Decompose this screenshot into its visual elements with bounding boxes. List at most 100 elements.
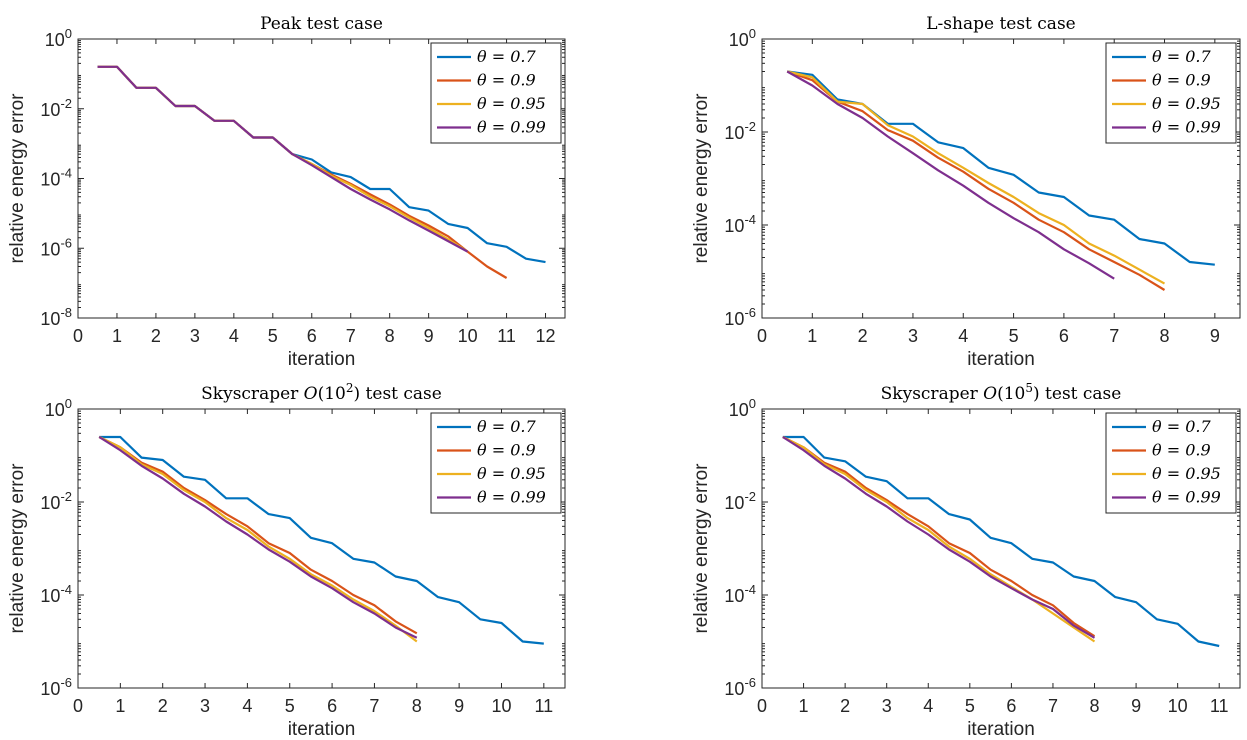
series-line-2 [782,436,1096,638]
series-line-4 [97,65,469,253]
y-tick-label: 10-2 [724,489,756,513]
legend: θ = 0.7 θ = 0.9 θ = 0.95 θ = 0.99 [430,412,562,514]
x-tick-label: 2 [151,326,161,346]
x-tick-label: 9 [1210,326,1220,346]
x-tick-label: 1 [115,696,125,716]
x-tick-label: 5 [285,696,295,716]
series-line-3 [98,436,418,643]
x-tick-label: 7 [1109,326,1119,346]
legend-label: θ = 0.99 [1152,118,1221,137]
y-axis-label: relative energy error [7,463,28,634]
x-axis-label: iteration [288,349,356,370]
y-tick-label: 10-4 [40,166,72,190]
x-tick-label: 12 [536,326,556,346]
series-line-2 [786,70,1166,291]
x-tick-label: 3 [882,696,892,716]
legend-box [430,42,562,144]
legend-label: θ = 0.7 [477,47,536,66]
legend-label: θ = 0.95 [477,464,546,483]
y-tick-label: 10-6 [724,675,756,699]
x-tick-label: 9 [1131,696,1141,716]
x-tick-label: 0 [757,696,767,716]
legend: θ = 0.7 θ = 0.9 θ = 0.95 θ = 0.99 [430,42,562,144]
y-tick-label: 10-4 [724,582,756,606]
x-tick-label: 3 [908,326,918,346]
x-tick-label: 1 [807,326,817,346]
x-tick-label: 4 [923,696,933,716]
x-tick-label: 6 [1059,326,1069,346]
series-line-4 [786,70,1115,280]
legend-label: θ = 0.95 [1152,94,1221,113]
x-tick-label: 2 [840,696,850,716]
legend-label: θ = 0.95 [1152,464,1221,483]
y-tick-label: 100 [45,396,72,420]
series-line-3 [786,70,1166,285]
legend-label: θ = 0.7 [1152,47,1211,66]
legend-label: θ = 0.9 [1152,71,1211,90]
legend-label: θ = 0.9 [1152,441,1211,460]
x-tick-label: 6 [327,696,337,716]
x-tick-label: 7 [1048,696,1058,716]
x-tick-label: 3 [200,696,210,716]
y-axis-label: relative energy error [691,93,712,264]
x-tick-label: 8 [1160,326,1170,346]
legend-label: θ = 0.95 [477,94,546,113]
series-line-2 [98,436,418,635]
x-tick-label: 8 [1090,696,1100,716]
x-tick-label: 2 [858,326,868,346]
series-line-1 [782,435,1220,648]
y-tick-label: 10-4 [724,212,756,236]
x-tick-label: 7 [369,696,379,716]
legend-box [430,412,562,514]
y-axis-label: relative energy error [691,463,712,634]
x-tick-label: 11 [1210,696,1229,716]
x-tick-label: 11 [534,696,553,716]
x-axis-label: iteration [288,719,356,740]
y-tick-label: 10-6 [724,305,756,329]
x-tick-label: 8 [385,326,395,346]
x-tick-label: 5 [1009,326,1019,346]
chart-panel: Skyscraper O(105) test case 0 1 2 3 4 5 6 7 8 9 10 1… [691,381,1241,740]
x-axis-label: iteration [967,349,1035,370]
chart-title: Skyscraper O(102) test case [201,381,442,404]
x-tick-label: 2 [158,696,168,716]
x-tick-label: 9 [454,696,464,716]
chart-title: Peak test case [260,14,383,34]
y-tick-label: 100 [729,26,756,50]
legend-label: θ = 0.7 [477,417,536,436]
x-tick-label: 5 [268,326,278,346]
x-tick-label: 0 [73,326,83,346]
series-line-3 [782,436,1096,643]
x-tick-label: 10 [1168,696,1188,716]
y-tick-label: 10-6 [40,235,72,259]
y-tick-label: 10-4 [40,582,72,606]
y-tick-label: 100 [729,396,756,420]
x-tick-label: 6 [307,326,317,346]
legend-label: θ = 0.99 [477,488,546,507]
x-tick-label: 0 [73,696,83,716]
chart-title: L-shape test case [926,14,1075,34]
series-line-4 [782,436,1096,639]
y-tick-label: 10-2 [40,96,72,120]
x-tick-label: 5 [965,696,975,716]
legend-label: θ = 0.99 [1152,488,1221,507]
y-axis-label: relative energy error [7,93,28,264]
legend-label: θ = 0.99 [477,118,546,137]
legend-label: θ = 0.9 [477,71,536,90]
y-tick-label: 10-6 [40,675,72,699]
x-tick-label: 4 [958,326,968,346]
x-tick-label: 8 [412,696,422,716]
x-tick-label: 10 [458,326,478,346]
x-tick-label: 0 [757,326,767,346]
series-line-4 [98,436,418,639]
y-tick-label: 10-2 [724,119,756,143]
legend-box [1105,42,1237,144]
x-tick-label: 4 [229,326,239,346]
legend-label: θ = 0.7 [1152,417,1211,436]
x-tick-label: 1 [112,326,122,346]
x-tick-label: 6 [1006,696,1016,716]
x-tick-label: 1 [799,696,809,716]
chart-panel: Skyscraper O(102) test case 0 1 2 3 4 5 6 7 8 9 10 1… [7,381,566,740]
